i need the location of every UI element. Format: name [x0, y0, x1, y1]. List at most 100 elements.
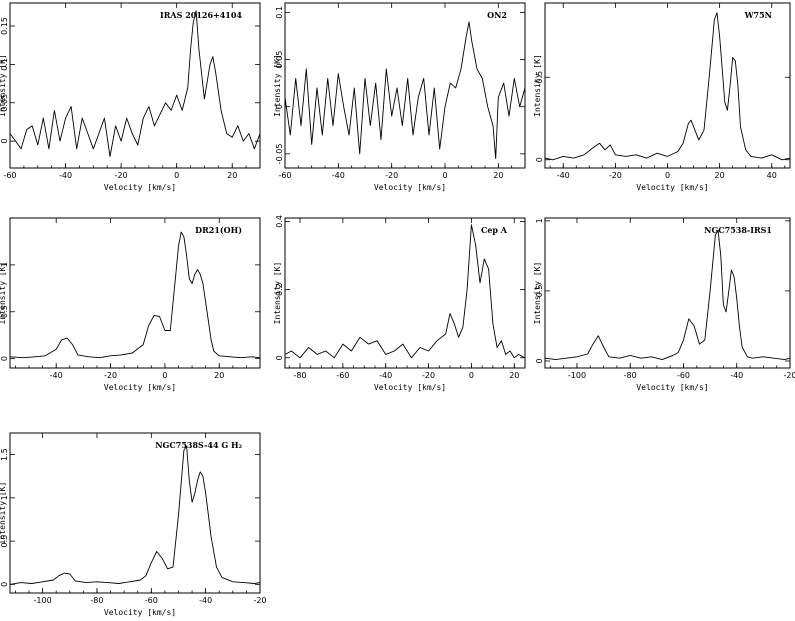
y-tick-label: 0 [275, 355, 284, 360]
panel-title: IRAS 20126+4104 [160, 10, 242, 20]
x-tick-label: 0 [442, 171, 447, 180]
spectrum-panel: -60 -40 -20 0 20 0 0.05 0.1 0.15 IRAS 20126+4104 V… [0, 2, 261, 192]
panel-title: DR21(OH) [195, 225, 242, 235]
x-tick-label: 20 [214, 371, 224, 380]
x-tick-label: -20 [104, 371, 117, 380]
y-tick-label: 0.1 [0, 58, 9, 71]
y-tick-label: 0.5 [535, 285, 544, 298]
x-axis-label: Velocity [km/s] [104, 608, 176, 617]
x-tick-label: -40 [730, 371, 743, 380]
panel-title: NGC7538S-44 G H₂ [155, 440, 242, 450]
x-tick-label: 0 [174, 171, 179, 180]
y-tick-label: 0.5 [535, 71, 544, 84]
y-tick-label: 1 [0, 262, 9, 267]
y-tick-label: 0.05 [275, 51, 284, 69]
x-tick-label: -40 [379, 371, 392, 380]
x-tick-label: -100 [34, 596, 52, 605]
x-axis-label: Velocity [km/s] [104, 183, 176, 192]
spectrum-panel: -100 -80 -60 -40 -20 0 0.5 1 NGC7538-IRS1 Velocit… [533, 217, 795, 392]
y-tick-label: 1 [535, 218, 544, 223]
x-tick-label: -40 [199, 596, 212, 605]
y-axis-label: Intensity [K] [533, 54, 542, 117]
y-tick-label: 0 [275, 104, 284, 109]
x-tick-label: 0 [665, 171, 670, 180]
spectrum-line [9, 231, 261, 359]
spectrum-line [9, 445, 261, 585]
x-axis-label: Velocity [km/s] [374, 383, 446, 392]
x-axis-label: Velocity [km/s] [636, 183, 708, 192]
y-tick-label: 0 [0, 139, 9, 144]
y-tick-label: 1.5 [0, 448, 9, 461]
x-tick-label: -60 [336, 371, 349, 380]
panel-title: ON2 [487, 10, 507, 20]
spectrum-line [544, 12, 791, 161]
y-tick-label: 1 [0, 495, 9, 500]
x-tick-label: 0 [469, 371, 474, 380]
panel-title: W75N [744, 10, 772, 20]
y-tick-label: 0.2 [275, 283, 284, 296]
y-tick-label: 0.15 [0, 17, 9, 35]
x-axis-label: Velocity [km/s] [374, 183, 446, 192]
spectrum-panel: -100 -80 -60 -40 -20 0 0.5 1 1.5 NGC7538S-44 G H₂… [0, 432, 267, 617]
y-axis-label: Intensity [K] [273, 54, 282, 117]
y-axis-label: Intensity [K] [273, 262, 282, 325]
plot-frame [284, 217, 526, 369]
y-tick-label: 0.05 [0, 94, 9, 112]
y-tick-label: 0 [535, 157, 544, 162]
x-tick-label: -40 [557, 171, 570, 180]
x-tick-label: 20 [715, 171, 725, 180]
plot-frame [544, 217, 791, 369]
spectrum-line [9, 10, 261, 157]
y-tick-label: 0 [535, 358, 544, 363]
spectrum-line [284, 224, 526, 359]
x-tick-label: 20 [509, 371, 519, 380]
x-tick-label: -60 [145, 596, 158, 605]
spectrum-panel: -40 -20 0 20 0 0.5 1 DR21(OH) Velocity [km/s] Int… [0, 217, 261, 392]
x-tick-label: -60 [278, 171, 291, 180]
x-tick-label: -20 [385, 171, 398, 180]
y-axis-label: Intensity [K] [0, 54, 7, 117]
x-tick-label: -100 [568, 371, 586, 380]
x-tick-label: -60 [677, 371, 690, 380]
panel-title: NGC7538-IRS1 [704, 225, 772, 235]
x-tick-label: -20 [422, 371, 435, 380]
y-axis-label: Intensity [K] [0, 482, 7, 545]
y-axis-label: Intensity [K] [0, 262, 7, 325]
y-tick-label: 0.5 [0, 305, 9, 318]
y-axis-label: Intensity [K] [533, 262, 542, 325]
x-tick-label: -40 [332, 171, 345, 180]
x-tick-label: -80 [293, 371, 306, 380]
y-tick-label: 0 [0, 582, 9, 587]
x-axis-label: Velocity [km/s] [636, 383, 708, 392]
spectrum-line [544, 230, 791, 361]
x-tick-label: 20 [227, 171, 237, 180]
plot-frame [9, 217, 261, 369]
spectrum-panel: -40 -20 0 20 40 0 0.5 W75N Velocity [km/s] Intens… [533, 2, 791, 192]
x-tick-label: 40 [767, 171, 777, 180]
x-tick-label: -60 [3, 171, 16, 180]
x-tick-label: -40 [50, 371, 63, 380]
y-tick-label: 0.4 [275, 215, 284, 228]
x-tick-label: -80 [624, 371, 637, 380]
x-tick-label: -20 [609, 171, 622, 180]
spectrum-panel: -60 -40 -20 0 20 -0.05 0 0.05 0.1 ON2 Velocity [km… [273, 2, 526, 192]
plot-frame [9, 432, 261, 594]
panel-title: Cep A [481, 225, 508, 235]
x-tick-label: -40 [59, 171, 72, 180]
y-tick-label: -0.05 [275, 144, 284, 165]
x-axis-label: Velocity [km/s] [104, 383, 176, 392]
plot-frame [544, 2, 791, 169]
y-tick-label: 0 [0, 356, 9, 361]
spectrum-panel: -80 -60 -40 -20 0 20 0 0.2 0.4 Cep A Velocity [km/… [273, 215, 526, 392]
x-tick-label: -20 [783, 371, 795, 380]
y-tick-label: 0.1 [275, 6, 284, 19]
x-tick-label: -20 [115, 171, 128, 180]
x-tick-label: -20 [253, 596, 266, 605]
y-tick-label: 0.5 [0, 535, 9, 548]
x-tick-label: 20 [493, 171, 503, 180]
plot-frame [284, 2, 526, 169]
x-tick-label: -80 [90, 596, 103, 605]
spectrum-line [284, 21, 526, 160]
x-tick-label: 0 [162, 371, 167, 380]
